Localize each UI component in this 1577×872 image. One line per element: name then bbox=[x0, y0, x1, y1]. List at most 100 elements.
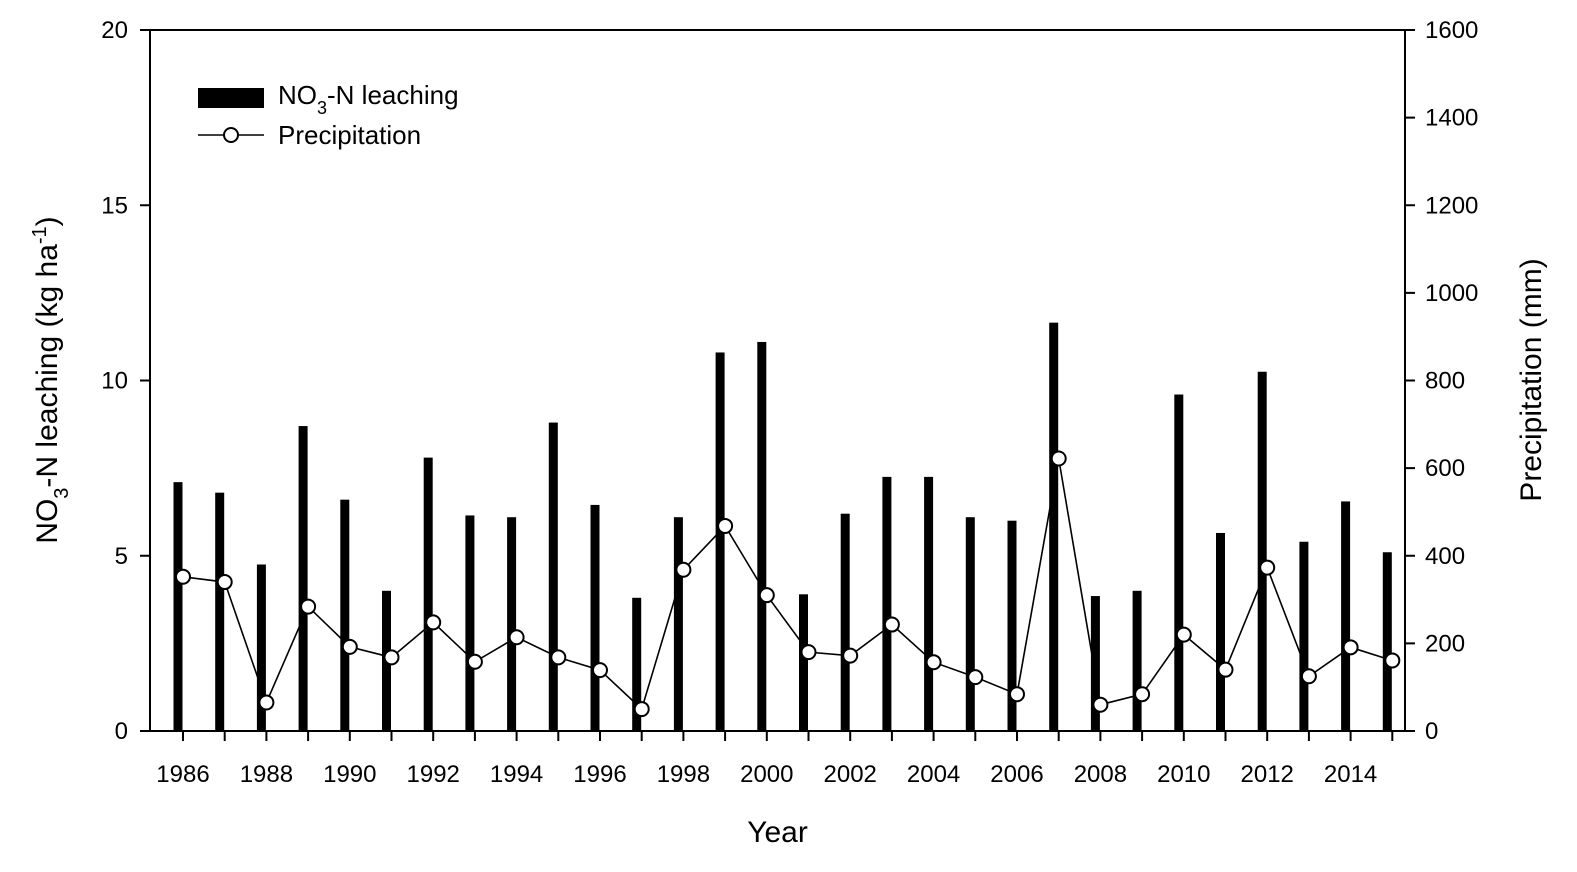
precipitation-point bbox=[1092, 696, 1109, 713]
precipitation-point bbox=[508, 629, 525, 646]
precipitation-point bbox=[258, 694, 275, 711]
y-axis-title-main: NO bbox=[31, 499, 64, 544]
precipitation-point bbox=[1217, 661, 1234, 678]
y2-tick-label: 600 bbox=[1425, 455, 1465, 482]
x-tick-label: 2004 bbox=[907, 761, 960, 788]
bar bbox=[715, 352, 725, 731]
y2-tick-label: 200 bbox=[1425, 630, 1465, 657]
legend-bar-label-rest: -N leaching bbox=[327, 80, 459, 110]
bar bbox=[924, 476, 934, 731]
y-tick-label: 0 bbox=[115, 718, 128, 745]
precipitation-point bbox=[1175, 626, 1192, 643]
precipitation-point bbox=[300, 598, 317, 615]
legend-bar-label-main: NO bbox=[278, 80, 317, 110]
legend-bar-label-subscript: 3 bbox=[317, 98, 327, 118]
precipitation-point bbox=[1050, 450, 1067, 467]
x-tick-label: 2012 bbox=[1241, 761, 1294, 788]
x-axis-title: Year bbox=[747, 816, 808, 849]
precipitation-polyline bbox=[182, 458, 1393, 711]
bar bbox=[1007, 520, 1017, 731]
bar bbox=[1216, 532, 1225, 731]
ticks: 0510152002004006008001000120014001600198… bbox=[101, 17, 1478, 788]
y-tick-label: 20 bbox=[101, 17, 128, 44]
y2-tick-label: 1000 bbox=[1425, 280, 1478, 307]
bar bbox=[673, 517, 683, 731]
bar bbox=[1257, 371, 1267, 731]
x-tick-label: 1996 bbox=[573, 761, 626, 788]
bar bbox=[1174, 394, 1184, 731]
bar bbox=[215, 492, 225, 731]
y-tick-label: 5 bbox=[115, 543, 128, 570]
bar bbox=[1090, 596, 1100, 731]
x-tick-label: 1994 bbox=[490, 761, 543, 788]
x-tick-label: 2014 bbox=[1324, 761, 1377, 788]
bar bbox=[632, 597, 642, 731]
bar bbox=[340, 499, 350, 731]
bar bbox=[1132, 590, 1142, 731]
x-tick-label: 1992 bbox=[407, 761, 460, 788]
precipitation-point bbox=[758, 587, 775, 604]
precipitation-point bbox=[675, 561, 692, 578]
precipitation-point bbox=[1134, 686, 1151, 703]
bar bbox=[882, 476, 892, 731]
bar bbox=[799, 594, 808, 731]
x-tick-label: 2010 bbox=[1157, 761, 1210, 788]
x-tick-label: 1988 bbox=[240, 761, 293, 788]
y-tick-label: 15 bbox=[101, 192, 128, 219]
legend-line-marker bbox=[223, 127, 239, 143]
bar bbox=[298, 426, 308, 731]
precipitation-point bbox=[717, 517, 734, 534]
precipitation-point bbox=[633, 701, 650, 718]
precipitation-point bbox=[800, 644, 817, 661]
legend-bar-swatch bbox=[198, 88, 264, 108]
precipitation-point bbox=[175, 568, 191, 585]
bar bbox=[548, 422, 558, 731]
precipitation-point bbox=[383, 649, 400, 666]
bar bbox=[1049, 322, 1059, 731]
bar bbox=[965, 517, 975, 731]
bar bbox=[1299, 541, 1309, 731]
precipitation-point bbox=[592, 662, 608, 679]
y-tick-label: 10 bbox=[101, 368, 128, 395]
precipitation-point bbox=[341, 638, 358, 655]
precipitation-point bbox=[967, 669, 984, 686]
x-tick-label: 2008 bbox=[1074, 761, 1127, 788]
y2-tick-label: 0 bbox=[1425, 718, 1438, 745]
y2-axis-title: Precipitation (mm) bbox=[1515, 258, 1548, 501]
precipitation-point bbox=[425, 614, 442, 631]
legend-bar-label: NO3-N leaching bbox=[278, 80, 459, 118]
bar bbox=[256, 564, 266, 731]
x-tick-label: 2006 bbox=[990, 761, 1043, 788]
legend: NO3-N leaching Precipitation bbox=[198, 80, 459, 150]
x-tick-label: 1990 bbox=[323, 761, 376, 788]
bar bbox=[757, 341, 767, 731]
bar bbox=[465, 515, 475, 731]
y2-tick-label: 1200 bbox=[1425, 192, 1478, 219]
x-tick-label: 2000 bbox=[740, 761, 793, 788]
y2-tick-label: 1400 bbox=[1425, 105, 1478, 132]
x-tick-label: 1986 bbox=[156, 761, 209, 788]
precipitation-point bbox=[1009, 686, 1025, 703]
bar bbox=[1382, 552, 1392, 731]
bar bbox=[590, 504, 600, 731]
bar bbox=[840, 513, 850, 731]
y-axis-title-superscript: -1 bbox=[29, 226, 51, 244]
y2-tick-label: 1600 bbox=[1425, 17, 1478, 44]
y-axis-title-close: ) bbox=[31, 216, 64, 226]
y-axis-title-subscript: 3 bbox=[51, 488, 73, 499]
y-axis-title: NO3-N leaching (kg ha-1) bbox=[29, 216, 73, 543]
precipitation-point bbox=[216, 574, 233, 591]
legend-line-label: Precipitation bbox=[278, 120, 421, 150]
y-axis-title-rest: -N leaching (kg ha bbox=[31, 244, 64, 488]
precipitation-point bbox=[550, 649, 567, 666]
precipitation-point bbox=[842, 647, 859, 664]
precipitation-line bbox=[175, 450, 1401, 718]
bar bbox=[423, 457, 433, 731]
leaching-bars bbox=[173, 322, 1392, 731]
precipitation-point bbox=[1259, 559, 1276, 576]
precipitation-point bbox=[925, 654, 942, 671]
precipitation-point bbox=[1384, 652, 1401, 669]
bar bbox=[1341, 501, 1351, 731]
x-tick-label: 2002 bbox=[824, 761, 877, 788]
